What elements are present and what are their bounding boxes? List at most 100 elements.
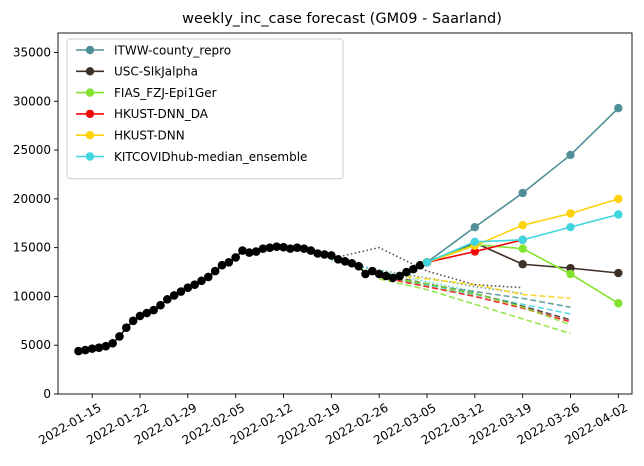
truth-point	[190, 280, 199, 290]
truth-point	[108, 338, 117, 348]
y-axis: 0 5000 10000 15000 20000 25000 30000 35000	[13, 46, 58, 401]
y-tick-label: 5000	[20, 338, 51, 352]
truth-point	[415, 260, 425, 270]
truth-point	[87, 344, 97, 353]
plot-frame	[57, 32, 633, 395]
series-point-4	[566, 209, 575, 218]
truth-point	[231, 253, 240, 262]
y-tick-label: 0	[43, 387, 51, 401]
y-tick-label: 35000	[13, 46, 51, 60]
truth-point	[306, 246, 316, 255]
truth-point	[245, 248, 254, 257]
series-point-5	[518, 235, 527, 245]
truth-point	[368, 266, 377, 276]
past-forecast-line-4	[379, 273, 571, 300]
truth-point	[272, 242, 281, 251]
truth-point	[94, 343, 104, 352]
truth-point	[122, 323, 131, 332]
truth-point	[115, 332, 124, 341]
legend-label-1: USC-SIkJalpha	[114, 65, 198, 79]
x-axis: 2022-01-152022-01-222022-01-292022-02-05…	[36, 394, 630, 447]
legend-marker-1	[85, 67, 95, 76]
past-forecast-line-9	[378, 278, 571, 335]
truth-point	[176, 287, 186, 296]
truth-point	[347, 258, 357, 268]
truth-point	[258, 244, 268, 253]
truth-point	[292, 243, 302, 252]
truth-point	[204, 272, 213, 282]
series-point-5	[566, 222, 575, 232]
legend-box	[66, 38, 344, 180]
legend-marker-2	[85, 88, 95, 97]
series-point-4	[518, 221, 527, 230]
truth-line	[78, 245, 428, 352]
series-point-2	[518, 244, 527, 253]
truth-point	[381, 271, 391, 281]
truth-point	[197, 276, 206, 286]
series-point-0	[518, 188, 527, 198]
truth-point	[286, 244, 295, 253]
legend-label-2: FIAS_FZJ-Epi1Ger	[114, 86, 217, 100]
legend-marker-0	[85, 45, 95, 55]
y-tick-label: 15000	[13, 241, 51, 255]
truth-point	[402, 267, 411, 277]
past-forecast-line-8	[379, 276, 571, 323]
truth-point	[388, 273, 398, 283]
series-point-5	[470, 237, 480, 246]
y-tick-label: 25000	[13, 143, 51, 157]
truth-point	[224, 257, 234, 267]
truth-point	[149, 305, 158, 315]
truth-point	[354, 261, 363, 271]
truth-point	[374, 269, 384, 279]
y-tick-label: 10000	[13, 289, 51, 303]
legend-marker-5	[85, 152, 95, 161]
truth-point	[361, 269, 370, 279]
series-point-0	[470, 222, 480, 232]
series-point-1	[566, 263, 575, 273]
legend-label-3: HKUST-DNN_DA	[114, 107, 209, 121]
truth-point	[128, 316, 138, 326]
truth-point	[279, 242, 288, 252]
truth-point	[333, 255, 343, 264]
past-forecast-line-10	[379, 275, 571, 326]
truth-point	[81, 345, 90, 355]
truth-point	[217, 260, 227, 270]
truth-point	[101, 341, 111, 351]
truth-point	[210, 266, 220, 276]
truth-point	[265, 243, 275, 252]
chart-title: weekly_inc_case forecast (GM09 - Saarlan…	[182, 11, 502, 27]
series-point-1	[518, 260, 527, 269]
truth-point	[74, 346, 83, 356]
series-point-0	[566, 150, 575, 160]
y-tick-label: 20000	[13, 192, 51, 206]
legend-marker-4	[85, 131, 95, 140]
legend-label-4: HKUST-DNN	[114, 129, 185, 143]
truth-point	[327, 251, 336, 260]
truth-point	[142, 308, 152, 318]
series-point-2	[566, 269, 575, 279]
series-point-1	[614, 268, 623, 278]
truth-point	[169, 291, 179, 300]
truth-point	[340, 257, 350, 266]
truth-point	[299, 244, 309, 253]
legend-marker-3	[85, 109, 95, 119]
truth-point	[183, 283, 193, 292]
series-point-0	[614, 103, 623, 113]
legend-label-0: ITWW-county_repro	[114, 43, 231, 57]
truth-point	[320, 250, 329, 259]
truth-point	[251, 247, 261, 256]
truth-point	[313, 249, 322, 258]
truth-point	[163, 295, 172, 304]
truth-point	[135, 311, 145, 321]
series-point-3	[470, 247, 480, 256]
series-point-5	[614, 210, 623, 219]
legend-label-5: KITCOVIDhub-median_ensemble	[114, 150, 307, 164]
truth-point	[409, 264, 418, 274]
series-point-5	[422, 258, 432, 267]
truth-point	[238, 246, 247, 255]
legend: ITWW-county_repro USC-SIkJalpha FIAS_FZJ-E…	[66, 38, 344, 180]
plot-area	[57, 32, 633, 395]
series-point-4	[614, 194, 623, 204]
truth-point	[395, 271, 404, 281]
